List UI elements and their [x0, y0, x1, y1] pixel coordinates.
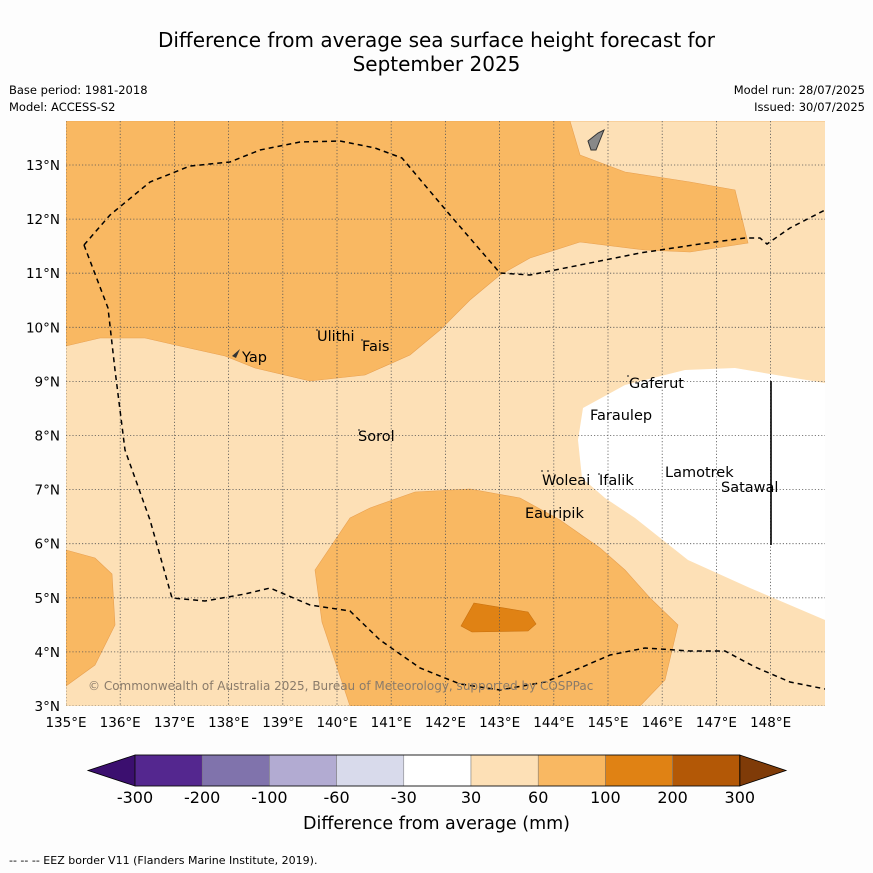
place-label-woleai: Woleai [542, 473, 590, 489]
fais-marker [361, 339, 363, 341]
meta-right: Model run: 28/07/2025 Issued: 30/07/2025 [734, 82, 865, 116]
x-tick-label: 140°E [316, 715, 357, 731]
colorbar-segment [336, 754, 405, 787]
x-tick-label: 148°E [750, 715, 791, 731]
colorbar-tick-label: 300 [724, 788, 756, 807]
yap-island-marker [232, 349, 240, 358]
colorbar-tick-label: 30 [460, 788, 482, 807]
y-tick-label: 11°N [26, 266, 60, 282]
x-tick-label: 137°E [154, 715, 195, 731]
y-axis-tick-labels: 3°N 4°N 5°N 6°N 7°N 8°N 9°N 10°N 11°N 12°N 13°N [26, 158, 60, 715]
colorbar-tick-label: -300 [116, 788, 154, 807]
y-tick-label: 13°N [26, 158, 60, 174]
place-label-eauripik: Eauripik [525, 506, 584, 522]
colorbar-extend-low [86, 754, 136, 787]
eez-footnote: -- -- -- EEZ border V11 (Flanders Marine… [9, 854, 318, 867]
meta-left: Base period: 1981-2018 Model: ACCESS-S2 [9, 82, 148, 116]
colorbar-segment [269, 754, 337, 787]
y-tick-label: 10°N [26, 320, 60, 336]
y-tick-label: 7°N [35, 483, 60, 499]
ulithi-marker [316, 329, 318, 331]
y-tick-label: 4°N [35, 645, 60, 661]
colorbar-tick-label: -100 [251, 788, 288, 807]
x-tick-label: 141°E [371, 715, 412, 731]
y-tick-label: 6°N [35, 537, 60, 553]
graticule [66, 121, 825, 706]
title-line-2: September 2025 [352, 52, 521, 76]
colorbar-outline [134, 754, 741, 787]
colorbar-segment [537, 754, 606, 787]
woleai-marker [541, 470, 543, 472]
base-period: Base period: 1981-2018 [9, 83, 148, 97]
x-tick-label: 142°E [425, 715, 466, 731]
colorbar [86, 754, 788, 787]
y-tick-label: 5°N [35, 591, 60, 607]
colorbar-segment [672, 754, 741, 787]
issued-date: Issued: 30/07/2025 [754, 100, 865, 114]
eez-border-west [83, 244, 825, 691]
colorbar-tick-label: -30 [390, 788, 417, 807]
colorbar-extend-high [739, 754, 788, 787]
x-tick-label: 145°E [587, 715, 628, 731]
sorol-marker [358, 429, 360, 431]
woleai-marker-2 [547, 470, 549, 472]
x-axis-tick-labels: 135°E 136°E 137°E 138°E 139°E 140°E 141°E 142°E… [45, 715, 791, 731]
y-tick-label: 3°N [35, 699, 60, 715]
x-tick-label: 136°E [100, 715, 141, 731]
x-tick-label: 135°E [45, 715, 86, 731]
colorbar-segment [470, 754, 539, 787]
place-label-sorol: Sorol [358, 429, 395, 445]
x-tick-label: 146°E [642, 715, 683, 731]
colorbar-segment [201, 754, 270, 787]
guam-island-marker [587, 128, 605, 151]
place-label-ulithi: Ulithi [317, 329, 355, 345]
anomaly-100-200-patch [460, 602, 537, 633]
ifalik-marker [598, 473, 600, 475]
colorbar-title: Difference from average (mm) [302, 814, 571, 834]
copyright-text: © Commonwealth of Australia 2025, Bureau… [88, 679, 593, 693]
place-label-satawal: Satawal [721, 480, 778, 496]
x-tick-label: 143°E [479, 715, 520, 731]
model-run: Model run: 28/07/2025 [733, 83, 865, 97]
colorbar-tick-label: -60 [323, 788, 350, 807]
map-plot-area: © Commonwealth of Australia 2025, Bureau… [66, 121, 825, 706]
colorbar-tick-label: 200 [657, 788, 688, 807]
place-label-gaferut: Gaferut [629, 376, 684, 392]
colorbar-segment [134, 754, 203, 787]
x-tick-label: 144°E [533, 715, 574, 731]
x-tick-label: 147°E [696, 715, 737, 731]
y-tick-label: 12°N [26, 212, 60, 228]
eez-border [83, 140, 825, 276]
colorbar-tick-label: 60 [528, 788, 549, 807]
colorbar-tick-label: -200 [184, 788, 221, 807]
colorbar-tick-label: 100 [590, 788, 621, 807]
colorbar-segment [403, 754, 472, 787]
gaferut-marker [627, 375, 629, 377]
place-label-lamotrek: Lamotrek [665, 465, 734, 481]
x-tick-label: 139°E [262, 715, 303, 731]
model-name: Model: ACCESS-S2 [9, 100, 116, 114]
place-label-fais: Fais [362, 339, 389, 355]
anomaly-neutral-region [578, 368, 825, 620]
x-tick-label: 138°E [208, 715, 249, 731]
chart-title: Difference from average sea surface heig… [0, 28, 873, 76]
title-line-1: Difference from average sea surface heig… [157, 28, 716, 52]
place-label-faraulep: Faraulep [590, 408, 652, 424]
colorbar-segment [605, 754, 673, 787]
place-label-ifalik: Ifalik [599, 473, 634, 489]
place-label-yap: Yap [241, 350, 267, 366]
anomaly-60-100-west [66, 549, 116, 687]
y-tick-label: 9°N [35, 374, 60, 390]
y-tick-label: 8°N [35, 429, 60, 445]
